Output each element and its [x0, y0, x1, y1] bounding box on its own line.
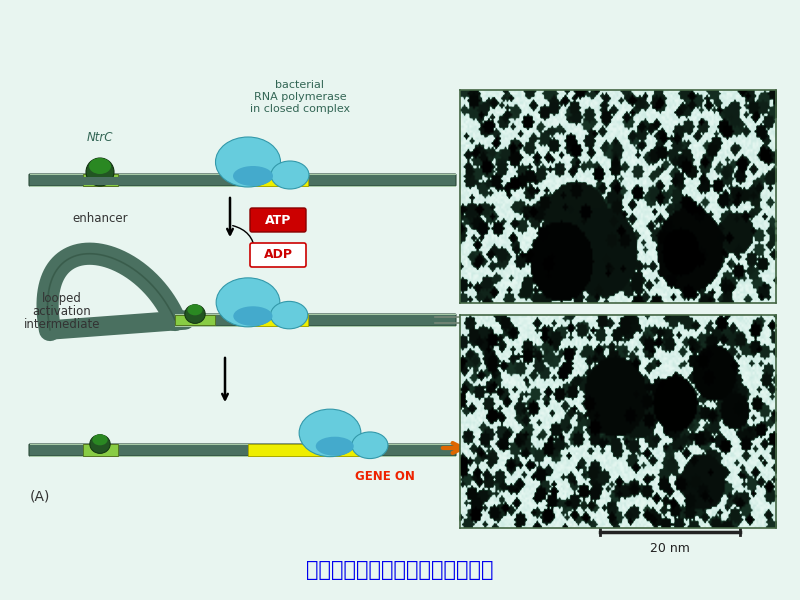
- FancyBboxPatch shape: [29, 174, 456, 186]
- Text: intermediate: intermediate: [24, 318, 100, 331]
- Ellipse shape: [233, 166, 273, 186]
- Text: GENE ON: GENE ON: [355, 470, 415, 483]
- Ellipse shape: [185, 305, 205, 323]
- Ellipse shape: [271, 161, 309, 189]
- FancyBboxPatch shape: [250, 208, 306, 232]
- Ellipse shape: [187, 304, 202, 316]
- Bar: [248, 314, 308, 326]
- FancyBboxPatch shape: [29, 444, 456, 456]
- Ellipse shape: [234, 306, 273, 326]
- FancyBboxPatch shape: [174, 314, 456, 326]
- Text: (A): (A): [30, 490, 50, 504]
- Text: in closed complex: in closed complex: [250, 104, 350, 114]
- Ellipse shape: [89, 158, 111, 174]
- Text: looped: looped: [42, 292, 82, 305]
- Text: promoter: promoter: [250, 212, 306, 225]
- Ellipse shape: [352, 432, 388, 458]
- Ellipse shape: [90, 434, 110, 454]
- Ellipse shape: [86, 158, 114, 186]
- FancyBboxPatch shape: [250, 243, 306, 267]
- Bar: [248, 174, 308, 186]
- Bar: [83, 174, 118, 186]
- Bar: [83, 444, 118, 456]
- Ellipse shape: [299, 409, 361, 457]
- Bar: [248, 444, 375, 456]
- Ellipse shape: [92, 434, 108, 445]
- Bar: [80, 177, 120, 185]
- Text: ADP: ADP: [263, 248, 293, 262]
- Text: activation: activation: [33, 305, 91, 318]
- Text: bacterial: bacterial: [275, 80, 325, 90]
- Ellipse shape: [316, 437, 354, 456]
- Ellipse shape: [270, 301, 308, 329]
- Text: (B): (B): [458, 512, 478, 526]
- Text: enhancer: enhancer: [72, 212, 128, 225]
- Text: NtrC: NtrC: [86, 131, 114, 144]
- Ellipse shape: [216, 278, 280, 327]
- Text: 基因表达的调节可能在远距离进行: 基因表达的调节可能在远距离进行: [306, 560, 494, 580]
- Text: RNA polymerase: RNA polymerase: [254, 92, 346, 102]
- Ellipse shape: [215, 137, 281, 187]
- Text: ATP: ATP: [265, 214, 291, 226]
- Text: 20 nm: 20 nm: [650, 542, 690, 555]
- Bar: [175, 315, 215, 325]
